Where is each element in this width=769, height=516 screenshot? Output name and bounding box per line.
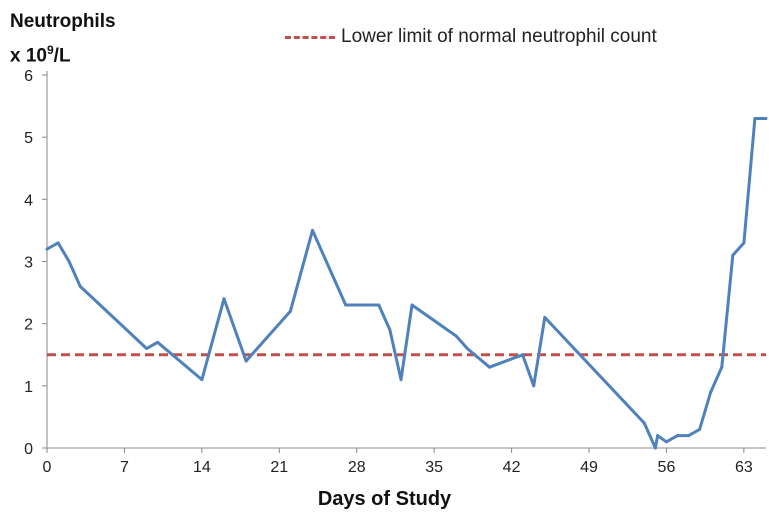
legend-swatch-reference-line: [285, 35, 335, 39]
data-point: [543, 315, 547, 319]
data-point: [753, 117, 757, 121]
data-point: [465, 347, 469, 351]
data-point: [487, 365, 491, 369]
data-point: [410, 303, 414, 307]
x-tick-label: 21: [270, 459, 288, 476]
data-point: [676, 434, 680, 438]
x-tick-label: 14: [193, 459, 211, 476]
data-point: [454, 334, 458, 338]
y-axis-unit-prefix: x 10: [10, 45, 47, 67]
data-point: [731, 253, 735, 257]
data-point: [656, 434, 660, 438]
y-tick-label: 2: [24, 317, 33, 334]
data-point: [399, 378, 403, 382]
data-point: [698, 427, 702, 431]
x-tick-label: 63: [735, 459, 753, 476]
data-point: [742, 241, 746, 245]
data-point: [156, 340, 160, 344]
data-point: [310, 228, 314, 232]
y-axis-title: Neutrophils x 109/L: [10, 8, 116, 70]
x-tick-label: 7: [120, 459, 129, 476]
y-axis-title-line1: Neutrophils: [10, 11, 116, 32]
data-point: [222, 297, 226, 301]
x-tick-label: 56: [658, 459, 676, 476]
x-tick-label: 28: [348, 459, 366, 476]
data-point: [764, 117, 768, 121]
y-tick-label: 3: [24, 255, 33, 272]
y-tick-label: 1: [24, 379, 33, 396]
legend-label-reference-line: Lower limit of normal neutrophil count: [341, 26, 657, 47]
data-point: [244, 359, 248, 363]
x-tick-label: 35: [425, 459, 443, 476]
data-point: [720, 365, 724, 369]
y-axis-title-line2: x 109/L: [10, 36, 116, 70]
data-point: [687, 434, 691, 438]
data-point: [78, 284, 82, 288]
y-tick-label: 4: [24, 192, 33, 209]
data-point: [67, 260, 71, 263]
data-point: [145, 347, 149, 351]
data-point: [200, 378, 204, 382]
chart-legend: Lower limit of normal neutrophil count: [285, 26, 657, 48]
data-point: [664, 440, 668, 444]
x-axis-title: Days of Study: [317, 488, 452, 510]
data-point: [377, 303, 381, 307]
y-axis-unit-suffix: /L: [53, 45, 71, 67]
x-tick-label: 0: [43, 459, 52, 476]
data-point: [642, 421, 646, 425]
data-point: [532, 384, 536, 388]
neutrophil-series-line: [46, 117, 766, 450]
data-point: [56, 241, 60, 245]
data-point: [653, 446, 657, 450]
data-point: [709, 390, 713, 394]
x-tick-label: 42: [503, 459, 521, 476]
y-tick-label: 0: [24, 441, 33, 458]
data-point: [45, 247, 49, 251]
data-point: [521, 353, 525, 357]
y-axis-unit-exponent: 9: [46, 43, 54, 57]
y-tick-label: 6: [24, 68, 33, 85]
data-point: [344, 303, 348, 307]
data-point: [288, 309, 292, 313]
y-tick-label: 5: [24, 130, 33, 147]
x-tick-label: 49: [580, 459, 598, 476]
data-point: [388, 328, 392, 332]
